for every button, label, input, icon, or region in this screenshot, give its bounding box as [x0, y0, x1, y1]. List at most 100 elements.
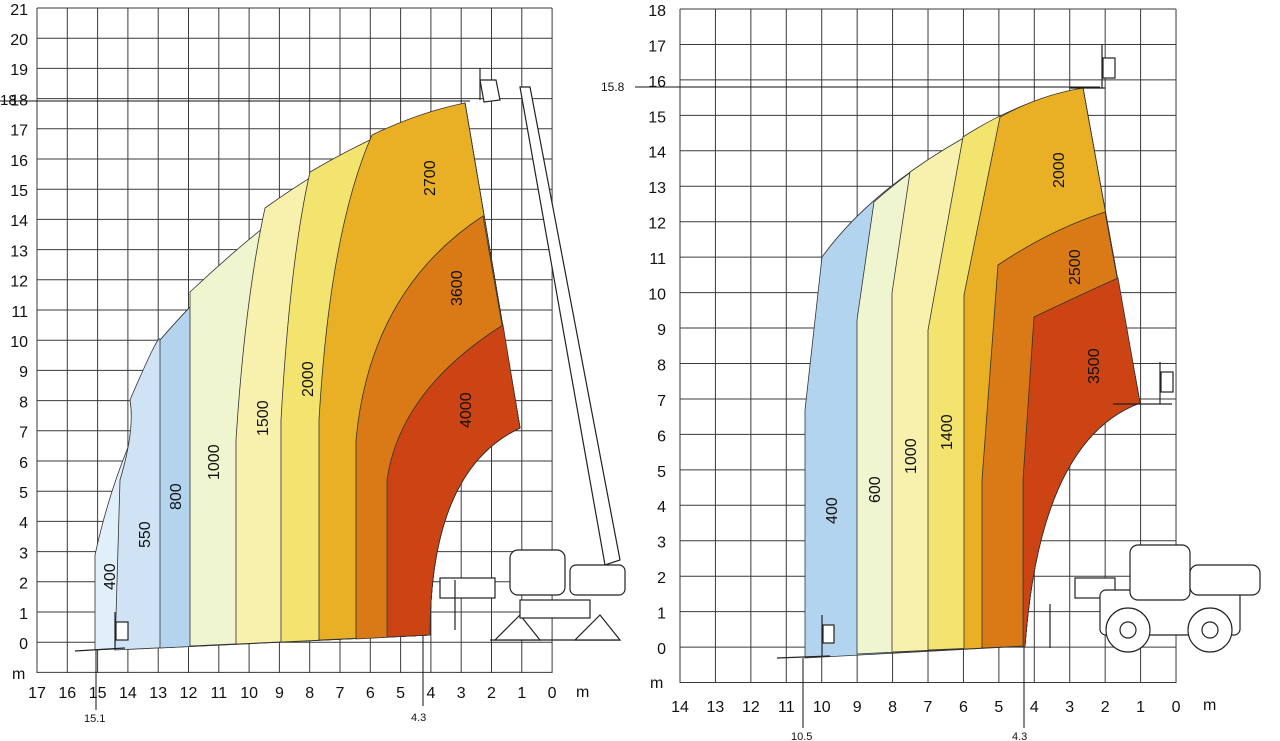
y-tick-left-21: 21 — [10, 2, 28, 19]
y-tick-left-3: 3 — [19, 545, 28, 562]
y-tick-left-12: 12 — [10, 274, 28, 291]
zone-3500-right — [1022, 277, 1141, 648]
y-tick-left-0: 0 — [19, 636, 28, 653]
y-tick-right-6: 6 — [657, 428, 666, 445]
y-tick-left-17: 17 — [10, 123, 28, 140]
y-tick-left-18: 18 — [10, 92, 28, 109]
min-reach-label-left: 4.3 — [411, 712, 426, 724]
x-tick-right-12: 12 — [742, 699, 760, 716]
y-tick-left-5: 5 — [19, 485, 28, 502]
x-tick-left-5: 5 — [396, 685, 405, 702]
fork-icon-right — [776, 45, 1174, 659]
x-tick-left-15: 15 — [89, 685, 107, 702]
load-chart-left: 18 400 550 800 1000 1500 2000 2700 3600 … — [0, 7, 626, 725]
x-tick-left-8: 8 — [305, 685, 314, 702]
x-tick-left-11: 11 — [210, 685, 227, 702]
y-tick-right-9: 9 — [657, 322, 666, 339]
x-tick-right-2: 2 — [1101, 699, 1110, 716]
zone-label-1000: 1000 — [206, 444, 223, 480]
y-tick-left-7: 7 — [19, 425, 28, 442]
x-tick-left-17: 17 — [28, 685, 46, 702]
y-tick-right-14: 14 — [648, 145, 666, 162]
y-tick-right-4: 4 — [657, 499, 666, 516]
x-tick-right-13: 13 — [707, 699, 725, 716]
y-tick-right-5: 5 — [657, 464, 666, 481]
zone-label-3600: 3600 — [449, 270, 466, 306]
zone-label-1000-right: 1000 — [903, 438, 920, 474]
x-tick-left-7: 7 — [336, 685, 345, 702]
y-tick-right-18: 18 — [648, 3, 666, 20]
y-tick-right-7: 7 — [657, 393, 666, 410]
y-tick-right-16: 16 — [648, 74, 666, 91]
fork-icon — [74, 612, 129, 652]
zone-label-1400-right: 1400 — [939, 414, 956, 450]
y-tick-left-2: 2 — [19, 576, 28, 593]
zone-label-2000: 2000 — [300, 361, 317, 397]
zone-label-2700: 2700 — [422, 160, 439, 196]
y-tick-left-16: 16 — [10, 153, 28, 170]
zone-4000 — [386, 324, 521, 638]
y-tick-left-13: 13 — [10, 243, 28, 260]
y-tick-right-2: 2 — [657, 570, 666, 587]
x-tick-right-10: 10 — [813, 699, 831, 716]
x-tick-right-3: 3 — [1065, 699, 1074, 716]
x-axis-ticks-right: 14 13 12 11 10 9 8 7 6 5 4 3 2 1 0 — [671, 699, 1180, 716]
y-tick-right-12: 12 — [648, 216, 666, 233]
x-tick-left-9: 9 — [275, 685, 284, 702]
y-tick-left-4: 4 — [19, 515, 28, 532]
x-tick-left-2: 2 — [487, 685, 496, 702]
x-tick-left-10: 10 — [240, 685, 258, 702]
zone-label-1500: 1500 — [255, 400, 272, 436]
max-height-label-right: 15.8 — [601, 80, 625, 94]
y-tick-right-10: 10 — [648, 287, 666, 304]
y-tick-right-11: 11 — [649, 251, 666, 268]
y-tick-left-6: 6 — [19, 455, 28, 472]
zone-label-400: 400 — [102, 563, 119, 590]
y-tick-left-11: 11 — [11, 304, 28, 321]
x-tick-right-1: 1 — [1136, 699, 1145, 716]
unit-label-y-left: m — [12, 666, 25, 683]
x-tick-left-4: 4 — [426, 685, 435, 702]
x-tick-left-13: 13 — [149, 685, 167, 702]
y-tick-right-1: 1 — [657, 606, 666, 623]
y-tick-right-3: 3 — [657, 535, 666, 552]
zone-label-800: 800 — [168, 483, 185, 510]
telehandler-icon — [439, 68, 626, 641]
x-tick-left-0: 0 — [548, 685, 557, 702]
x-tick-right-9: 9 — [853, 699, 862, 716]
zone-label-2000-right: 2000 — [1051, 152, 1068, 188]
x-tick-left-6: 6 — [366, 685, 375, 702]
x-tick-right-6: 6 — [959, 699, 968, 716]
unit-label-y-right: m — [650, 675, 663, 692]
zone-label-400-right: 400 — [824, 497, 841, 524]
max-reach-label-right: 10.5 — [791, 731, 812, 741]
x-tick-right-5: 5 — [994, 699, 1003, 716]
y-tick-right-13: 13 — [648, 180, 666, 197]
y-tick-left-1: 1 — [19, 606, 28, 623]
x-tick-right-11: 11 — [778, 699, 795, 716]
y-tick-right-0: 0 — [657, 641, 666, 658]
telehandler-icon-right — [1049, 544, 1261, 653]
x-tick-right-7: 7 — [924, 699, 933, 716]
zone-label-4000: 4000 — [458, 392, 475, 428]
y-tick-right-8: 8 — [657, 357, 666, 374]
x-tick-left-3: 3 — [457, 685, 466, 702]
x-tick-right-4: 4 — [1030, 699, 1039, 716]
y-tick-left-10: 10 — [10, 334, 28, 351]
y-tick-right-17: 17 — [648, 38, 666, 55]
y-tick-left-14: 14 — [10, 213, 28, 230]
zone-label-3500-right: 3500 — [1086, 348, 1103, 384]
load-chart-right: 15.8 400 600 1000 1400 2000 2500 3500 10… — [601, 8, 1261, 741]
y-tick-left-8: 8 — [19, 394, 28, 411]
x-tick-left-12: 12 — [180, 685, 198, 702]
x-tick-right-0: 0 — [1172, 699, 1181, 716]
x-tick-left-16: 16 — [58, 685, 76, 702]
x-tick-left-14: 14 — [119, 685, 137, 702]
y-tick-left-9: 9 — [19, 364, 28, 381]
y-tick-left-15: 15 — [10, 183, 28, 200]
unit-label-x-left: m — [576, 684, 589, 701]
max-height-label-left: 18 — [0, 92, 17, 109]
y-tick-left-20: 20 — [10, 32, 28, 49]
